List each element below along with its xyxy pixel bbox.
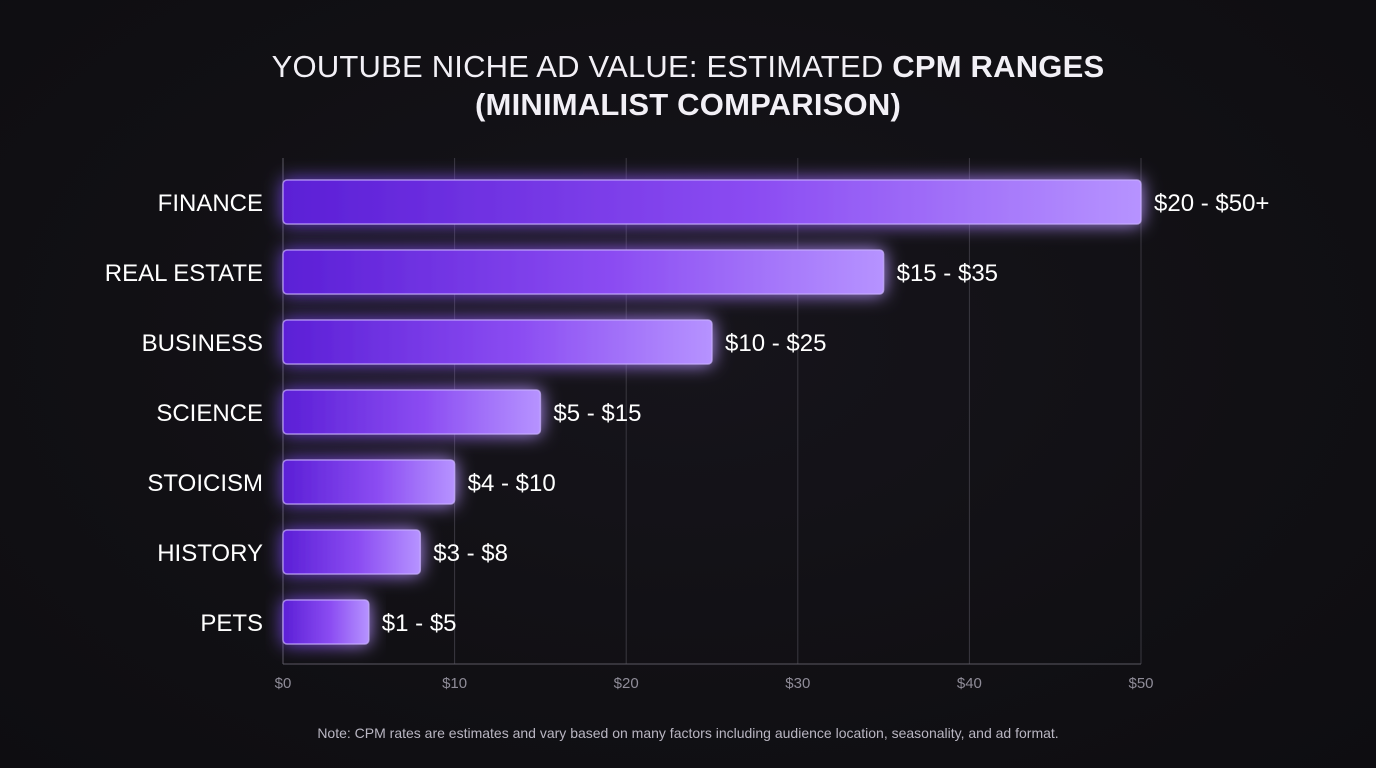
x-tick-label: $50 [1128,675,1153,692]
x-tick-label: $0 [275,675,292,692]
category-label: REAL ESTATE [105,260,263,287]
x-tick-label: $10 [442,675,467,692]
category-label: BUSINESS [142,330,263,357]
x-tick-label: $20 [614,675,639,692]
category-label: PETS [200,610,263,637]
chart-title-line2: (MINIMALIST COMPARISON) [475,87,901,122]
chart-title: YOUTUBE NICHE AD VALUE: ESTIMATED CPM RA… [0,48,1376,124]
data-label: $20 - $50+ [1154,190,1269,217]
grid-layer [282,158,1142,665]
bar [282,389,542,435]
bar [282,179,1142,225]
bar [282,459,456,505]
category-label: HISTORY [157,540,263,567]
data-label: $5 - $15 [553,400,641,427]
data-label: $10 - $25 [725,330,826,357]
x-tick-label: $40 [957,675,982,692]
bar [282,319,713,365]
chart-title-part2: CPM RANGES [892,49,1105,84]
bar [282,599,370,645]
data-label: $3 - $8 [433,540,508,567]
data-label: $4 - $10 [468,470,556,497]
data-label: $1 - $5 [382,610,457,637]
category-label: FINANCE [158,190,263,217]
x-tick-label: $30 [785,675,810,692]
bar-layer [282,179,1142,645]
text-layer: $0 $10 $20 $30 $40 $50 FINANCE $20 - $50+ REAL E… [105,190,1270,692]
chart-title-part1: YOUTUBE NICHE AD VALUE: ESTIMATED [271,49,893,84]
category-label: STOICISM [147,470,263,497]
category-label: SCIENCE [156,400,263,427]
data-label: $15 - $35 [897,260,998,287]
bar [282,249,885,295]
bar [282,529,422,575]
chart-note: Note: CPM rates are estimates and vary b… [317,725,1059,741]
